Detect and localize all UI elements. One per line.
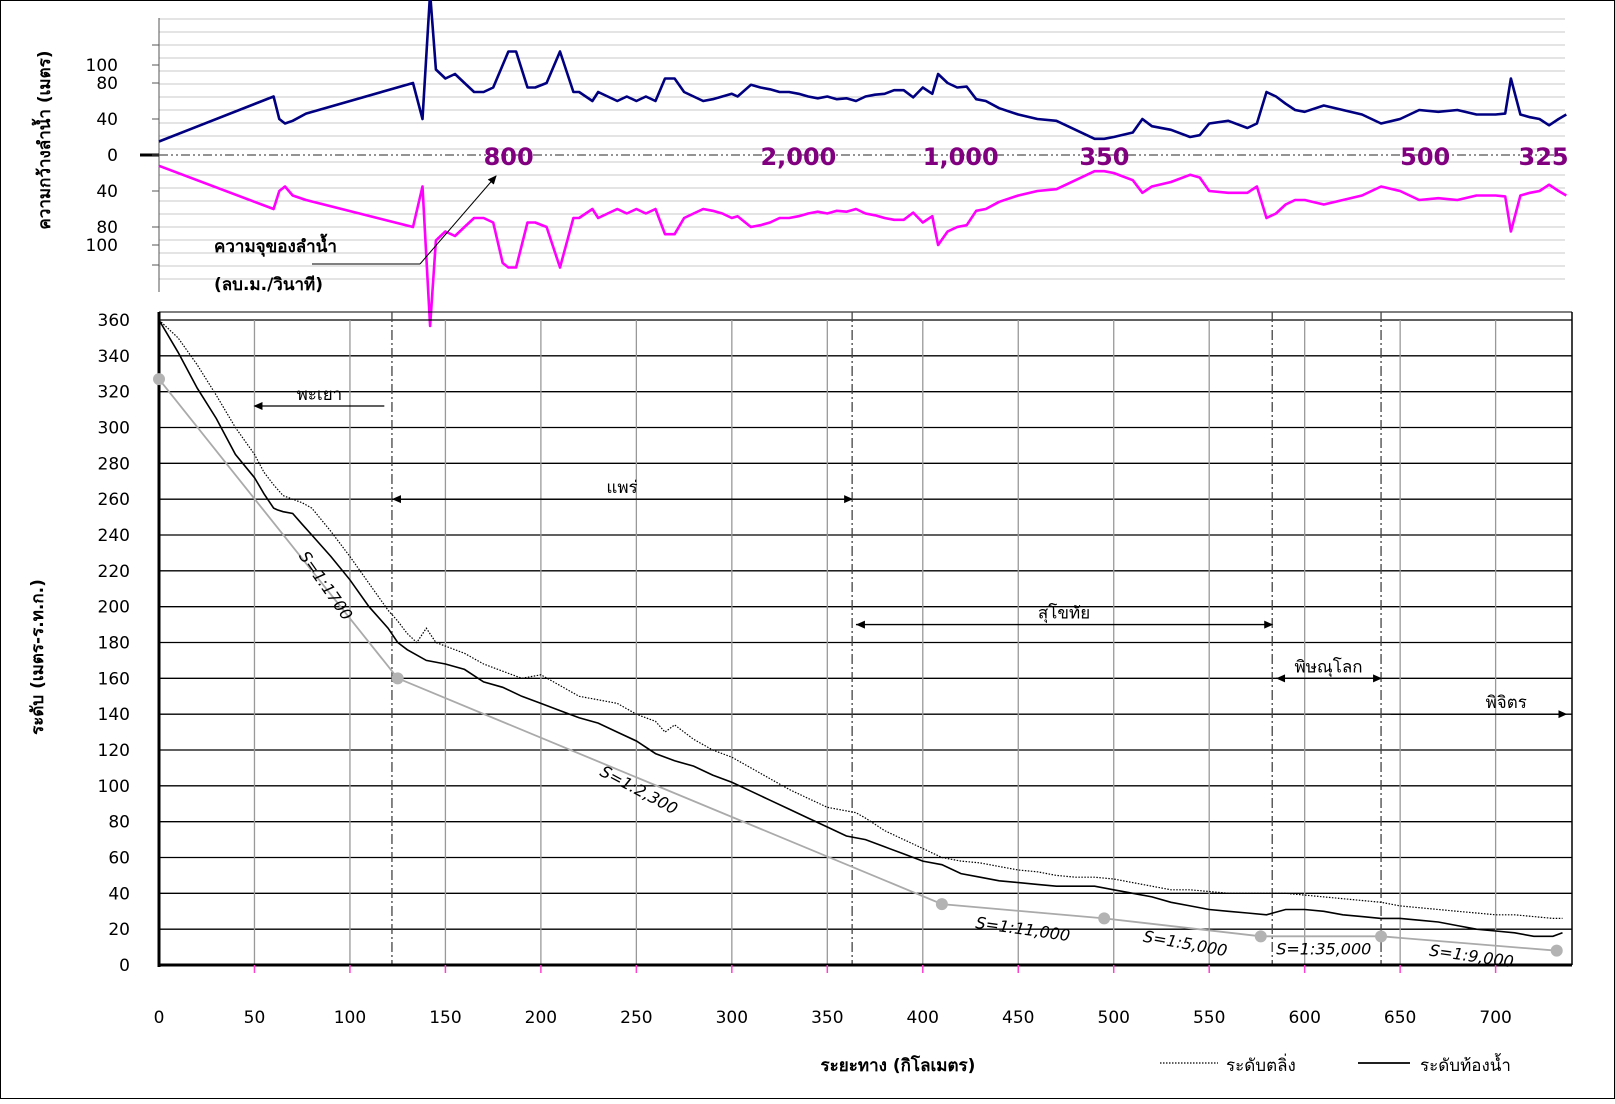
- main-y-tick-label: 320: [98, 383, 130, 403]
- main-y-tick-label: 0: [119, 956, 130, 976]
- slope-label: S=1:9,000: [1428, 941, 1515, 972]
- province-boundaries: [391, 312, 1382, 965]
- region-label: พิษณุโลก: [1295, 656, 1363, 677]
- discharge-value: 500: [1400, 143, 1450, 171]
- main-y-tick-label: 60: [108, 849, 130, 869]
- discharge-value: 325: [1519, 143, 1569, 171]
- discharge-value: 350: [1079, 143, 1129, 171]
- discharge-labels: 800 2,000 1,000 350 500 325: [484, 143, 1569, 171]
- discharge-unit: (ลบ.ม./วินาที): [214, 274, 323, 295]
- width-series-bottom: [158, 164, 1567, 328]
- top-chart-grid: [159, 18, 1565, 280]
- main-y-tick-label: 120: [98, 741, 130, 761]
- slope-label: S=1:1700: [295, 547, 356, 623]
- slope-label: S=1:35,000: [1276, 939, 1371, 958]
- main-x-tick-label: 700: [1479, 1008, 1511, 1028]
- profile-lines: [153, 319, 1563, 957]
- main-x-tick-label: 50: [244, 1008, 266, 1028]
- legend: ระดับตลิ่ง ระดับท้องน้ำ: [1160, 1053, 1511, 1076]
- slope-point: [1254, 930, 1267, 943]
- main-y-axis-title: ระดับ (เมตร-ร.ท.ก.): [28, 579, 48, 735]
- main-y-tick-label: 180: [98, 634, 130, 654]
- main-y-tick-label: 100: [98, 777, 130, 797]
- top-y-tick-label: 40: [96, 182, 118, 202]
- main-x-tick-label: 450: [1002, 1008, 1034, 1028]
- slope-label: S=1:11,000: [974, 913, 1071, 945]
- main-y-tick-label: 200: [98, 598, 130, 618]
- top-y-tick-label: 80: [96, 74, 118, 94]
- top-y-tick-label: 80: [96, 218, 118, 238]
- bed-level-line: [158, 319, 1563, 938]
- discharge-value: 1,000: [923, 143, 999, 171]
- region-label: พิจิตร: [1486, 693, 1527, 713]
- discharge-value: 2,000: [760, 143, 836, 171]
- legend-label-bed: ระดับท้องน้ำ: [1420, 1053, 1511, 1076]
- top-y-tick-label: 0: [107, 146, 118, 166]
- main-y-tick-label: 20: [108, 920, 130, 940]
- slope-point: [153, 373, 165, 386]
- main-x-tick-label: 250: [620, 1008, 652, 1028]
- main-chart-axes: 0 20 40 60 80 100 120 140 160 180 200 220 240 260 280 3…: [98, 311, 1572, 1028]
- main-x-tick-label: 100: [334, 1008, 366, 1028]
- main-y-tick-label: 360: [98, 311, 130, 331]
- main-y-tick-label: 280: [98, 454, 130, 474]
- region-label: สุโขทัย: [1038, 603, 1090, 624]
- main-x-tick-label: 650: [1384, 1008, 1416, 1028]
- slope-point: [1550, 944, 1563, 957]
- slope-point: [391, 672, 404, 685]
- region-label: พะเยา: [297, 385, 343, 405]
- main-x-tick-label: 150: [429, 1008, 461, 1028]
- main-chart-grid: [159, 311, 1573, 965]
- main-x-tick-label: 600: [1288, 1008, 1320, 1028]
- top-y-axis-title: ความกว้างลำน้ำ (เมตร): [31, 50, 55, 229]
- main-x-tick-label: 300: [716, 1008, 748, 1028]
- bank-level-line: [158, 319, 1563, 920]
- top-y-tick-label: 100: [86, 56, 118, 76]
- width-lines: [158, 0, 1567, 328]
- main-y-tick-label: 40: [108, 884, 130, 904]
- discharge-label: ความจุของลำน้ำ: [214, 233, 337, 257]
- main-x-tick-label: 400: [907, 1008, 939, 1028]
- main-y-tick-label: 300: [98, 419, 130, 439]
- main-y-tick-label: 240: [98, 526, 130, 546]
- main-x-tick-label: 0: [154, 1008, 165, 1028]
- main-y-tick-label: 260: [98, 490, 130, 510]
- main-x-tick-label: 200: [525, 1008, 557, 1028]
- main-x-tick-label: 350: [811, 1008, 843, 1028]
- main-x-axis-title: ระยะทาง (กิโลเมตร): [821, 1055, 976, 1076]
- main-y-tick-label: 80: [108, 813, 130, 833]
- slope-point: [1098, 912, 1111, 925]
- top-y-tick-label: 100: [86, 236, 118, 256]
- main-y-tick-label: 220: [98, 562, 130, 582]
- slope-point: [935, 898, 948, 911]
- main-x-tick-label: 550: [1193, 1008, 1225, 1028]
- top-y-tick-label: 40: [96, 110, 118, 130]
- main-y-tick-label: 160: [98, 669, 130, 689]
- main-y-tick-label: 340: [98, 347, 130, 367]
- main-y-tick-label: 140: [98, 705, 130, 725]
- legend-label-bank: ระดับตลิ่ง: [1226, 1053, 1296, 1076]
- discharge-callout: ความจุของลำน้ำ (ลบ.ม./วินาที): [214, 175, 497, 295]
- region-label: แพร่: [606, 478, 637, 498]
- callout-arrow: [419, 175, 497, 265]
- width-series-top: [158, 0, 1567, 143]
- main-x-tick-label: 500: [1098, 1008, 1130, 1028]
- slope-point: [1375, 930, 1388, 943]
- discharge-value: 800: [484, 143, 534, 171]
